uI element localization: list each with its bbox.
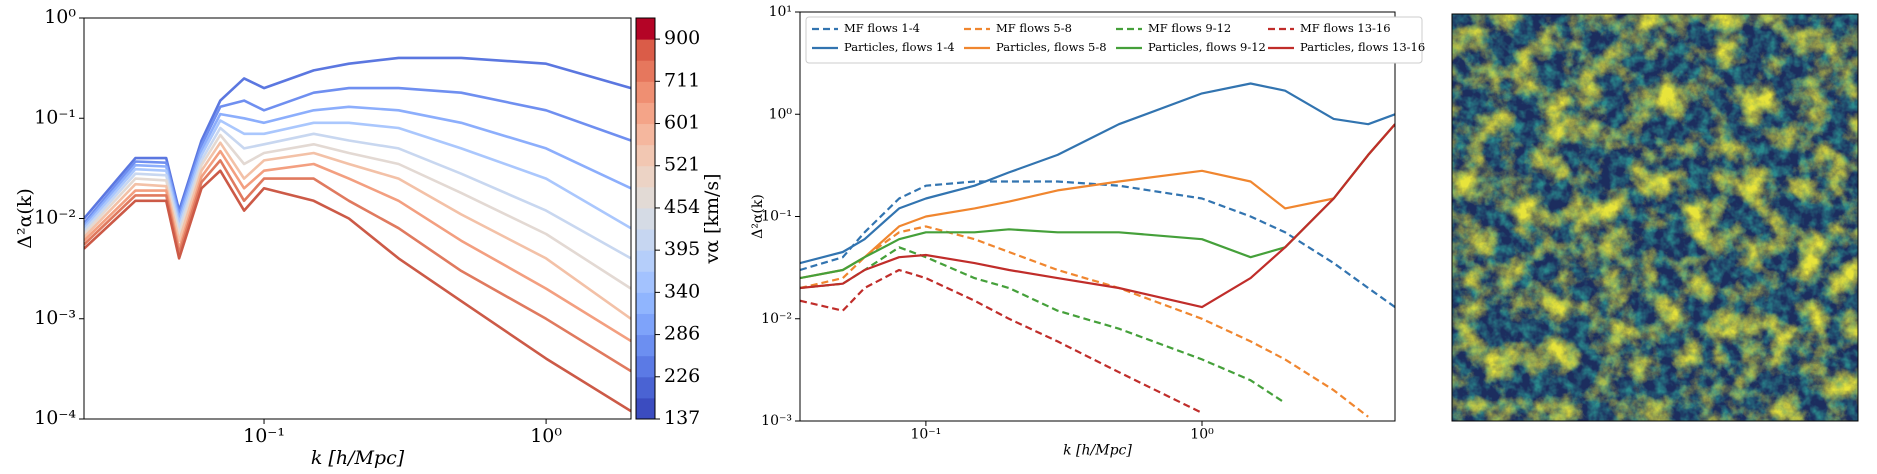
x-tick-label: 10⁰	[530, 425, 562, 447]
x-tick-label: 10⁻¹	[243, 425, 285, 447]
colorbar-band	[636, 313, 655, 336]
legend-label: Particles, flows 5-8	[996, 40, 1107, 54]
colorbar-band	[636, 60, 655, 82]
colorbar-band	[636, 397, 655, 420]
colorbar-band	[636, 81, 655, 103]
colorbar-label: vα [km/s]	[701, 173, 723, 264]
series-line	[800, 180, 1395, 308]
colorbar-band	[636, 250, 655, 272]
colorbar-tick-label: 340	[664, 280, 700, 302]
colorbar-band	[636, 355, 655, 378]
legend: MF flows 1-4 Particles, flows 1-4 MF flows…	[805, 16, 1425, 64]
legend-label: MF flows 13-16	[1300, 21, 1391, 35]
legend-label: Particles, flows 1-4	[844, 40, 955, 54]
colorbar-band	[636, 271, 655, 293]
y-axis-label: Δ²α(k)	[14, 188, 36, 249]
colorbar-band	[636, 207, 655, 230]
series-line	[800, 123, 1395, 280]
y-tick-label: 10⁻³	[761, 413, 792, 429]
colorbar-band	[636, 186, 655, 209]
colorbar-tick-label: 137	[664, 407, 700, 429]
y-tick-label: 10⁻¹	[761, 209, 792, 225]
colorbar-tick-label: 226	[664, 365, 700, 387]
y-tick-label: 10⁰	[769, 106, 793, 122]
colorbar-band	[636, 123, 655, 146]
series-line	[800, 268, 1203, 414]
plot: 10⁻³ 10⁻² 10⁻¹ 10⁰ 10¹ 10⁻¹ 10⁰ k [h/Mpc] Δ²α(k)…	[750, 4, 1425, 458]
series-line	[84, 169, 631, 413]
legend-label: MF flows 9-12	[1148, 21, 1231, 35]
y-tick-label: 10⁻²	[761, 311, 792, 327]
image-nodes	[1452, 14, 1858, 421]
lines	[800, 82, 1395, 418]
x-axis-label: k [h/Mpc]	[311, 447, 405, 469]
lines	[84, 56, 631, 413]
colorbar-band	[636, 292, 655, 314]
colorbar-tick-label: 711	[664, 69, 700, 91]
colorbar-band	[636, 18, 655, 40]
density-image	[1451, 13, 1859, 422]
y-tick-label: 10¹	[769, 4, 792, 20]
series-line	[800, 123, 1395, 280]
series-line	[800, 123, 1395, 309]
colorbar-tick-label: 521	[664, 154, 700, 176]
y-tick-label: 10⁻¹	[34, 106, 76, 128]
x-tick-label: 10⁻¹	[910, 426, 941, 442]
series-line	[800, 225, 1369, 418]
colorbar-band	[636, 165, 655, 188]
colorbar-band	[636, 39, 655, 61]
y-tick-label: 10⁻²	[34, 207, 76, 229]
y-tick-label: 10⁰	[44, 6, 76, 28]
colorbar-band	[636, 229, 655, 251]
colorbar-band	[636, 376, 655, 399]
legend-label: MF flows 5-8	[996, 21, 1072, 35]
x-tick-label: 10⁰	[1190, 426, 1214, 442]
y-tick-label: 10⁻⁴	[34, 407, 76, 429]
legend-label: MF flows 1-4	[844, 21, 920, 35]
legend-label: Particles, flows 13-16	[1300, 40, 1425, 54]
colorbar-tick-label: 454	[664, 196, 700, 218]
colorbar-band	[636, 144, 655, 167]
image-frame	[1451, 13, 1859, 422]
legend-label: Particles, flows 9-12	[1148, 40, 1266, 54]
colorbar-tick-label: 601	[664, 112, 700, 134]
colorbar-tick-label: 286	[664, 323, 700, 345]
colorbar-tick-label: 395	[664, 238, 700, 260]
y-tick-label: 10⁻³	[34, 307, 76, 329]
colorbar-tick-label: 900	[664, 27, 700, 49]
colorbar-frame	[635, 17, 656, 420]
colorbar-band	[636, 102, 655, 125]
y-axis-label: Δ²α(k)	[750, 194, 766, 239]
series-line	[800, 246, 1286, 404]
colorbar-band	[636, 334, 655, 357]
plot: 10⁻⁴ 10⁻³ 10⁻² 10⁻¹ 10⁰ 10⁻¹ 10⁰ k [h/Mpc] Δ²α(k…	[14, 6, 723, 469]
series-line	[84, 133, 631, 290]
x-axis-label: k [h/Mpc]	[1063, 442, 1132, 458]
series-line	[800, 82, 1395, 265]
